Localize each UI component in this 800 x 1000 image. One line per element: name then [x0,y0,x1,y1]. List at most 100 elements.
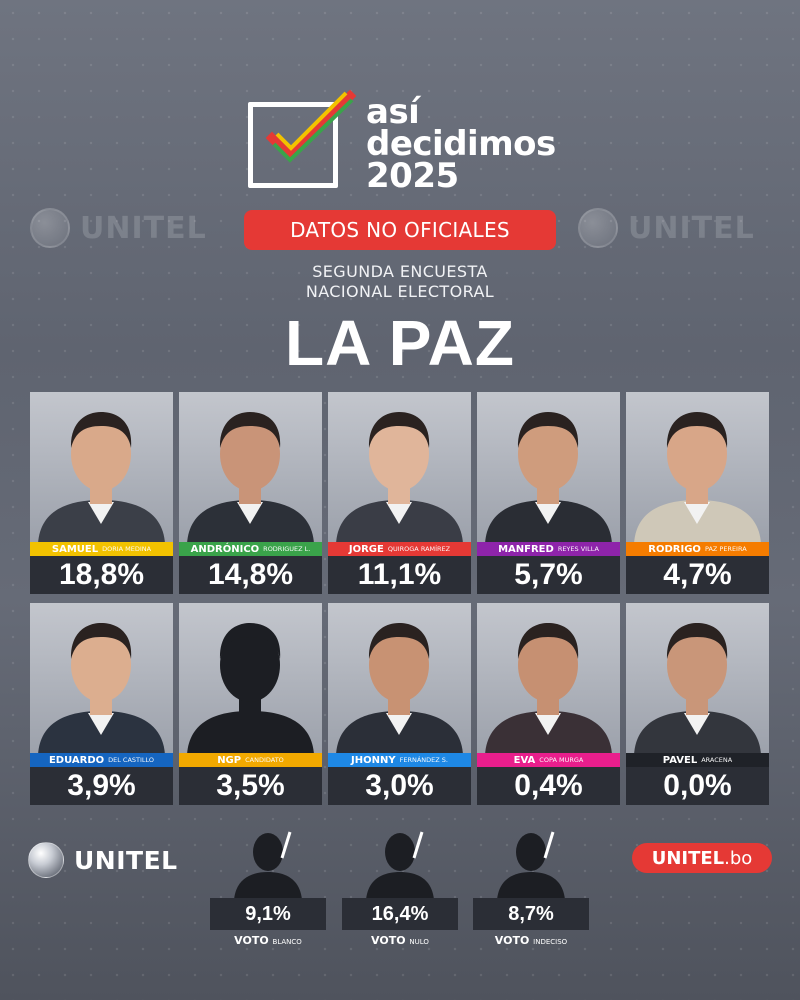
candidate-last-name: PAZ PEREIRA [704,545,747,553]
candidate-first-name: SAMUEL [51,543,99,555]
candidate-silhouette-icon [179,603,322,755]
logo-line-3: 2025 [366,156,459,196]
candidate-last-name: DEL CASTILLO [108,756,155,764]
vote-percentage: 16,4% [342,898,458,930]
candidate-last-name: CANDIDATO [245,756,284,764]
vote-percentage: 9,1% [210,898,326,930]
logo-line-2: decidimos [366,124,556,164]
vote-label: VOTO INDECISO [473,934,589,947]
unitel-watermark-right: UNITEL [578,208,755,248]
candidate-card: MANFRED REYES VILLA 5,7% [477,392,620,594]
candidate-last-name: RODRIGUEZ L. [263,545,311,553]
vote-item: 9,1% VOTO BLANCO [210,828,326,952]
candidate-photo [179,392,322,544]
ballot-checkbox-icon [248,102,338,188]
candidate-first-name: NGP [217,754,242,766]
unitel-watermark-left: UNITEL [30,208,207,248]
candidate-card: EDUARDO DEL CASTILLO 3,9% [30,603,173,805]
logo-line-1: así [366,92,420,132]
unitel-bo-badge: UNITEL .bo [632,843,772,873]
vote-label: VOTO BLANCO [210,934,326,947]
candidate-first-name: ANDRÓNICO [190,543,260,555]
person-silhouette-icon [234,831,302,900]
logo-text: así decidimos 2025 [366,92,556,196]
candidate-last-name: COPA MURGA [539,756,584,764]
candidate-first-name: JHONNY [351,754,396,766]
candidate-card: ANDRÓNICO RODRIGUEZ L. 14,8% [179,392,322,594]
unitel-logo-text: UNITEL [74,845,178,875]
subtitle-line-1: SEGUNDA ENCUESTA [312,262,488,281]
candidate-photo [626,392,769,544]
vote-item: 8,7% VOTO INDECISO [473,828,589,952]
candidate-percentage: 3,0% [328,767,471,805]
candidate-grid: SAMUEL DORIA MEDINA 18,8% ANDRÓNICO RODRIGU… [30,392,770,805]
candidate-percentage: 18,8% [30,556,173,594]
unitel-watermark-orb-icon [578,208,618,248]
vote-label-main: VOTO [371,934,406,947]
person-silhouette-icon [497,831,565,900]
candidate-card: JHONNY FERNÁNDEZ S. 3,0% [328,603,471,805]
candidate-name-bar: EVA COPA MURGA [477,753,620,767]
vote-label-main: VOTO [234,934,269,947]
vote-label-sub: INDECISO [533,938,568,946]
unitel-bo-brand: UNITEL [651,847,725,869]
candidate-photo [328,603,471,755]
unitel-orb-icon [28,842,64,878]
candidate-photo [30,392,173,544]
candidate-card: EVA COPA MURGA 0,4% [477,603,620,805]
candidate-first-name: RODRIGO [648,543,701,555]
candidate-first-name: EDUARDO [48,754,105,766]
subtitle-line-2: NACIONAL ELECTORAL [305,282,495,301]
candidate-first-name: PAVEL [662,754,698,766]
candidate-last-name: FERNÁNDEZ S. [399,756,448,764]
candidate-percentage: 3,9% [30,767,173,805]
vote-item: 16,4% VOTO NULO [342,828,458,952]
candidate-photo [328,392,471,544]
unitel-watermark-text: UNITEL [80,210,207,246]
candidate-card: PAVEL ARACENA 0,0% [626,603,769,805]
candidate-name-bar: ANDRÓNICO RODRIGUEZ L. [179,542,322,556]
vote-percentage: 8,7% [473,898,589,930]
candidate-name-bar: NGP CANDIDATO [179,753,322,767]
candidate-card: NGP CANDIDATO 3,5% [179,603,322,805]
candidate-percentage: 14,8% [179,556,322,594]
survey-subtitle: SEGUNDA ENCUESTA NACIONAL ELECTORAL [200,262,600,302]
candidate-photo [30,603,173,755]
candidate-photo [626,603,769,755]
candidate-percentage: 0,0% [626,767,769,805]
candidate-card: SAMUEL DORIA MEDINA 18,8% [30,392,173,594]
candidate-name-bar: RODRIGO PAZ PEREIRA [626,542,769,556]
vote-label-sub: NULO [409,938,429,946]
candidate-name-bar: MANFRED REYES VILLA [477,542,620,556]
candidate-photo [477,603,620,755]
check-mark-icon [266,89,356,163]
candidate-name-bar: JORGE QUIROGA RAMÍREZ [328,542,471,556]
candidate-last-name: DORIA MEDINA [102,545,152,553]
candidate-percentage: 3,5% [179,767,322,805]
candidate-percentage: 0,4% [477,767,620,805]
unofficial-data-badge: DATOS NO OFICIALES [244,210,556,250]
candidate-first-name: MANFRED [498,543,554,555]
candidate-name-bar: PAVEL ARACENA [626,753,769,767]
candidate-first-name: EVA [513,754,536,766]
candidate-percentage: 11,1% [328,556,471,594]
candidate-name-bar: EDUARDO DEL CASTILLO [30,753,173,767]
candidate-percentage: 4,7% [626,556,769,594]
unitel-watermark-text: UNITEL [628,210,755,246]
vote-label-main: VOTO [494,934,530,947]
vote-label-sub: BLANCO [272,938,302,946]
candidate-last-name: ARACENA [701,756,733,764]
candidate-photo [477,392,620,544]
candidate-last-name: REYES VILLA [557,545,599,553]
vote-label: VOTO NULO [342,934,458,947]
region-title: LA PAZ [285,307,515,379]
unitel-logo-left: UNITEL [28,842,178,878]
candidate-name-bar: SAMUEL DORIA MEDINA [30,542,173,556]
candidate-last-name: QUIROGA RAMÍREZ [387,545,451,553]
candidate-first-name: JORGE [348,543,384,555]
candidate-card: JORGE QUIROGA RAMÍREZ 11,1% [328,392,471,594]
unitel-watermark-orb-icon [30,208,70,248]
unitel-bo-domain: .bo [724,847,753,869]
candidate-card: RODRIGO PAZ PEREIRA 4,7% [626,392,769,594]
person-silhouette-icon [366,831,434,900]
